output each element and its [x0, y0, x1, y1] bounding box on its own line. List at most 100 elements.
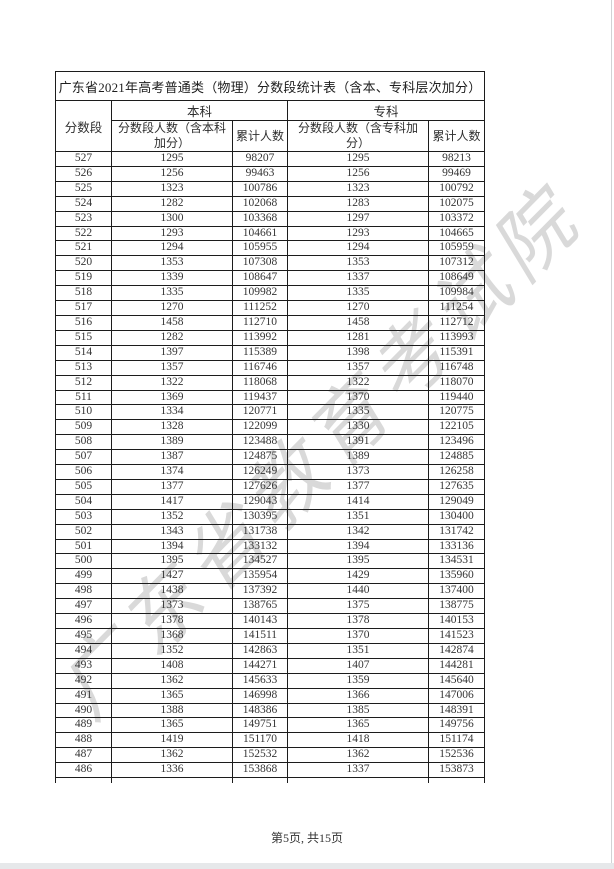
- cell-score-segment: 501: [55, 538, 112, 555]
- table-row: 513 1357 116746 1357 116748: [55, 359, 485, 376]
- cell-value: 1256: [287, 165, 429, 182]
- table-row: 516 1458 112710 1458 112712: [55, 314, 485, 331]
- cell-value: 127635: [428, 478, 485, 495]
- table-row: 488 1419 151170 1418 151174: [55, 732, 485, 749]
- cell-score-segment: 514: [55, 344, 112, 361]
- cell-value: 151170: [232, 732, 288, 749]
- cell-score-segment: 521: [55, 240, 112, 257]
- table-title: 广东省2021年高考普通类（物理）分数段统计表（含本、专科层次加分）: [55, 71, 485, 101]
- cell-value: 111252: [232, 300, 288, 316]
- cell-value: 140143: [232, 613, 288, 629]
- table-row: 494 1352 142863 1351 142874: [55, 642, 485, 659]
- cell-value: 123496: [428, 434, 485, 451]
- cell-value: 100792: [428, 180, 485, 197]
- cell-value: 1407: [287, 657, 429, 674]
- cell-score-segment: 495: [55, 628, 112, 644]
- cell-score-segment: 523: [55, 210, 112, 227]
- cell-value: 130395: [232, 508, 288, 525]
- cell-value: 131742: [428, 523, 485, 540]
- header-col-cumulative: 累计人数: [428, 120, 485, 152]
- page-footer: 第5页, 共15页: [270, 831, 343, 845]
- stub-cell: [55, 777, 112, 784]
- cell-score-segment: 500: [55, 553, 112, 570]
- table-row: 489 1365 149751 1365 149756: [55, 717, 485, 734]
- cell-value: 142863: [232, 642, 288, 659]
- table-row: 514 1397 115389 1398 115391: [55, 344, 485, 361]
- cell-value: 129049: [428, 493, 485, 510]
- cell-value: 1335: [287, 404, 429, 421]
- cell-value: 1365: [111, 717, 233, 734]
- cell-value: 1256: [111, 165, 233, 182]
- table-row: 515 1282 113992 1281 113993: [55, 329, 485, 346]
- cell-value: 1300: [111, 210, 233, 227]
- cell-value: 1283: [287, 195, 429, 212]
- cell-value: 1322: [287, 374, 429, 391]
- cell-value: 144271: [232, 657, 288, 674]
- table-row: 526 1256 99463 1256 99469: [55, 165, 485, 182]
- cell-score-segment: 499: [55, 568, 112, 585]
- cell-value: 1427: [111, 568, 233, 585]
- cell-value: 141511: [232, 628, 288, 644]
- cell-score-segment: 487: [55, 747, 112, 764]
- cell-value: 113993: [428, 329, 485, 346]
- cell-value: 1365: [111, 687, 233, 704]
- cell-value: 145640: [428, 672, 485, 689]
- header-ug-cumulative: 累计人数: [232, 120, 288, 152]
- cell-value: 1365: [287, 717, 429, 734]
- cell-score-segment: 513: [55, 359, 112, 376]
- cell-value: 98207: [232, 151, 288, 167]
- header-col-segment-count: 分数段人数（含专科加分）: [287, 120, 429, 152]
- cell-value: 1293: [111, 225, 233, 242]
- cell-score-segment: 489: [55, 717, 112, 734]
- cell-value: 1353: [287, 255, 429, 272]
- cell-value: 122105: [428, 419, 485, 436]
- header-college-group: 专科: [287, 100, 485, 121]
- cell-value: 1388: [111, 702, 233, 719]
- cell-value: 1282: [111, 195, 233, 212]
- cell-value: 1362: [287, 747, 429, 764]
- stub-cell: [287, 777, 429, 784]
- cell-value: 119440: [428, 389, 485, 406]
- cell-value: 1322: [111, 374, 233, 391]
- cell-value: 112710: [232, 314, 288, 331]
- table-row: 501 1394 133132 1394 133136: [55, 538, 485, 555]
- table-row: 519 1339 108647 1337 108649: [55, 270, 485, 287]
- cell-score-segment: 509: [55, 419, 112, 436]
- cell-score-segment: 496: [55, 613, 112, 629]
- cell-value: 149751: [232, 717, 288, 734]
- cell-value: 1418: [287, 732, 429, 749]
- cell-value: 1362: [111, 672, 233, 689]
- cell-value: 130400: [428, 508, 485, 525]
- cell-value: 151174: [428, 732, 485, 749]
- cell-score-segment: 506: [55, 464, 112, 480]
- cell-value: 1378: [111, 613, 233, 629]
- cell-value: 138775: [428, 598, 485, 615]
- cell-value: 1351: [287, 642, 429, 659]
- cell-value: 148386: [232, 702, 288, 719]
- table-row: 520 1353 107308 1353 107312: [55, 255, 485, 272]
- table-row: 525 1323 100786 1323 100792: [55, 180, 485, 197]
- cell-value: 102068: [232, 195, 288, 212]
- cell-score-segment: 502: [55, 523, 112, 540]
- cell-value: 108647: [232, 270, 288, 287]
- cell-score-segment: 511: [55, 389, 112, 406]
- cell-value: 142874: [428, 642, 485, 659]
- cell-value: 138765: [232, 598, 288, 615]
- table-row: 523 1300 103368 1297 103372: [55, 210, 485, 227]
- cell-value: 1369: [111, 389, 233, 406]
- cell-value: 145633: [232, 672, 288, 689]
- cell-value: 99469: [428, 165, 485, 182]
- cell-value: 105959: [428, 240, 485, 257]
- cell-value: 140153: [428, 613, 485, 629]
- table-row: 487 1362 152532 1362 152536: [55, 747, 485, 764]
- header-undergraduate-group: 本科: [111, 100, 288, 121]
- horizontal-scrollbar[interactable]: [0, 863, 614, 869]
- table-group-header-row: 分数段 本科 专科: [55, 100, 485, 152]
- cell-value: 1351: [287, 508, 429, 525]
- cell-value: 111254: [428, 300, 485, 316]
- cell-score-segment: 503: [55, 508, 112, 525]
- cell-score-segment: 517: [55, 300, 112, 316]
- cell-value: 144281: [428, 657, 485, 674]
- cell-value: 120775: [428, 404, 485, 421]
- cell-value: 1440: [287, 583, 429, 600]
